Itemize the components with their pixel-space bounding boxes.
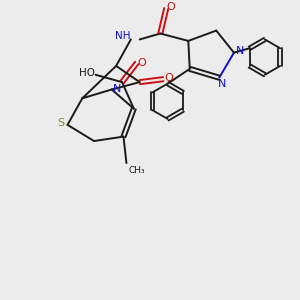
Text: N: N bbox=[113, 85, 121, 94]
Text: N: N bbox=[218, 79, 226, 89]
Text: S: S bbox=[58, 118, 64, 128]
Text: CH₃: CH₃ bbox=[128, 166, 145, 175]
Text: NH: NH bbox=[115, 32, 130, 41]
Text: O: O bbox=[138, 58, 146, 68]
Text: N: N bbox=[236, 46, 244, 56]
Text: O: O bbox=[166, 2, 175, 12]
Text: HO: HO bbox=[79, 68, 95, 78]
Text: O: O bbox=[164, 73, 173, 83]
